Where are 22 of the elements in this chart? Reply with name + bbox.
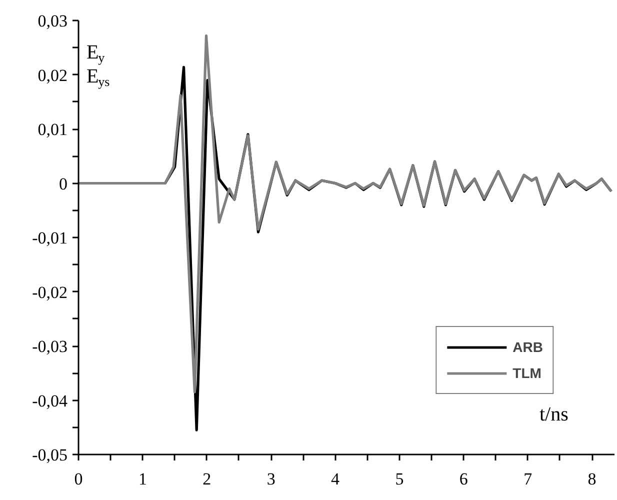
x-tick-label: 0	[74, 470, 83, 488]
y-tick-label: -0,03	[32, 337, 68, 356]
y-tick-label: -0,01	[32, 228, 68, 248]
x-tick-label: 2	[202, 470, 212, 488]
y-tick-label: -0,05	[32, 446, 68, 464]
legend-label: TLM	[512, 365, 542, 381]
x-tick-label: 1	[138, 470, 147, 488]
line-series	[78, 34, 613, 394]
y-tick-label: 0,01	[38, 120, 68, 139]
y-tick-label: 0,02	[38, 66, 68, 85]
y-tick-label: 0,03	[38, 12, 68, 30]
x-tick-label: 5	[395, 470, 404, 488]
x-tick-label: 7	[524, 470, 533, 488]
legend-label: ARB	[512, 339, 543, 355]
x-tick-label: 6	[459, 470, 468, 488]
y-tick-label: -0,04	[32, 391, 68, 410]
x-tick-label: 8	[588, 470, 596, 488]
x-tick-label: 3	[266, 470, 276, 488]
y-tick-label: -0,02	[32, 282, 68, 302]
x-tick-label: 4	[331, 470, 340, 488]
y-tick-label: 0	[59, 174, 68, 194]
x-axis-title: t/ns	[540, 404, 569, 426]
